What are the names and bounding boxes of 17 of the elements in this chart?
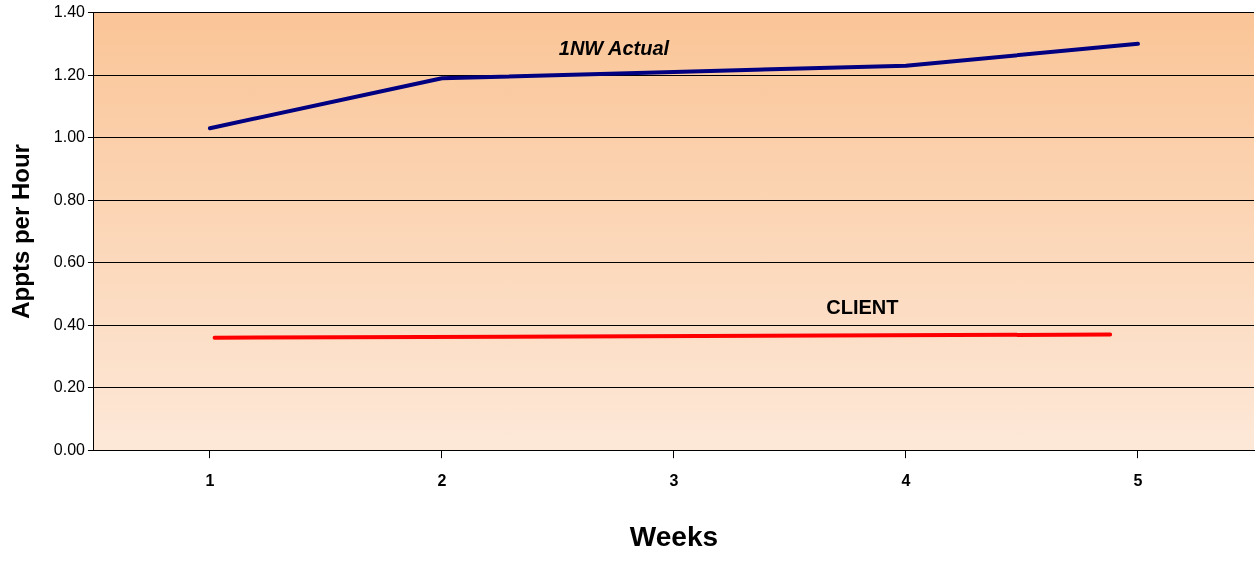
y-tick-label: 0.20 (53, 378, 86, 396)
x-tick-label: 1 (205, 472, 215, 490)
series-label: CLIENT (826, 295, 899, 318)
x-tick-label: 2 (437, 472, 447, 490)
x-axis-title: Weeks (629, 520, 719, 552)
y-tick-label: 1.00 (53, 128, 86, 146)
y-tick-label: 0.00 (53, 440, 86, 458)
y-tick-label: 0.40 (53, 315, 86, 333)
x-tick-label: 4 (901, 472, 911, 490)
y-tick-label: 0.60 (53, 253, 86, 271)
y-tick-label: 0.80 (53, 190, 86, 208)
series-label: 1NW Actual (558, 37, 670, 60)
x-tick-label: 3 (669, 472, 679, 490)
y-tick-label: 1.40 (53, 3, 86, 21)
y-tick-label: 1.20 (53, 65, 86, 83)
y-axis-title: Appts per Hour (7, 144, 35, 319)
x-tick-label: 5 (1133, 472, 1143, 490)
